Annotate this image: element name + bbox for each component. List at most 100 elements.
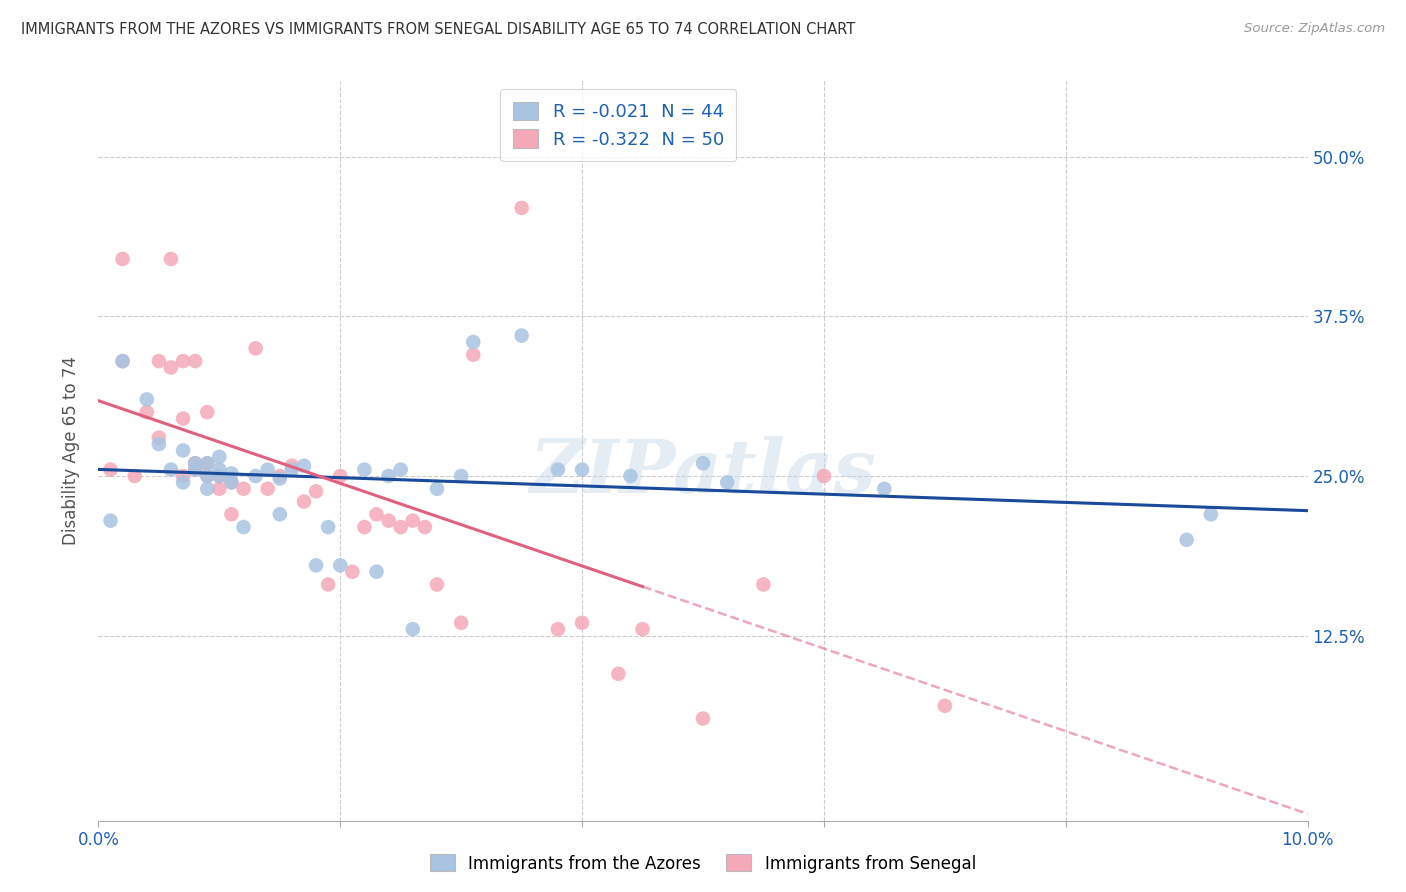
Point [195, 405, 218, 419]
Point [184, 456, 207, 470]
Point [463, 334, 485, 349]
Point [269, 508, 291, 522]
Point [934, 698, 956, 713]
Point [305, 558, 328, 573]
Point [353, 520, 375, 534]
Point [148, 431, 170, 445]
Point [208, 469, 231, 483]
Point [195, 456, 218, 470]
Point [316, 520, 339, 534]
Legend: Immigrants from the Azores, Immigrants from Senegal: Immigrants from the Azores, Immigrants f… [423, 847, 983, 880]
Point [148, 437, 170, 451]
Point [631, 622, 654, 636]
Point [172, 443, 194, 458]
Point [463, 348, 485, 362]
Point [172, 475, 194, 490]
Point [160, 252, 183, 266]
Point [292, 494, 315, 508]
Point [607, 666, 630, 681]
Y-axis label: Disability Age 65 to 74: Disability Age 65 to 74 [62, 356, 80, 545]
Point [873, 482, 896, 496]
Point [619, 469, 641, 483]
Point [245, 342, 267, 356]
Legend: R = -0.021  N = 44, R = -0.322  N = 50: R = -0.021 N = 44, R = -0.322 N = 50 [501, 89, 737, 161]
Point [111, 354, 134, 368]
Point [281, 458, 304, 473]
Point [389, 520, 412, 534]
Point [208, 482, 231, 496]
Point [571, 615, 593, 630]
Point [813, 469, 835, 483]
Point [510, 328, 533, 343]
Text: IMMIGRANTS FROM THE AZORES VS IMMIGRANTS FROM SENEGAL DISABILITY AGE 65 TO 74 CO: IMMIGRANTS FROM THE AZORES VS IMMIGRANTS… [21, 22, 855, 37]
Text: Source: ZipAtlas.com: Source: ZipAtlas.com [1244, 22, 1385, 36]
Point [148, 354, 170, 368]
Point [329, 469, 352, 483]
Point [366, 565, 388, 579]
Point [184, 456, 207, 470]
Point [269, 471, 291, 485]
Point [571, 462, 593, 476]
Point [450, 469, 472, 483]
Point [172, 354, 194, 368]
Point [208, 462, 231, 476]
Point [195, 456, 218, 470]
Point [100, 462, 122, 476]
Point [547, 622, 569, 636]
Point [208, 469, 231, 483]
Point [135, 392, 157, 407]
Point [305, 484, 328, 499]
Point [160, 360, 183, 375]
Point [232, 520, 254, 534]
Point [269, 469, 291, 483]
Point [752, 577, 775, 591]
Point [111, 354, 134, 368]
Point [221, 475, 243, 490]
Point [510, 201, 533, 215]
Point [221, 475, 243, 490]
Point [172, 469, 194, 483]
Point [184, 462, 207, 476]
Point [377, 514, 399, 528]
Point [195, 469, 218, 483]
Point [135, 405, 157, 419]
Point [402, 622, 425, 636]
Point [124, 469, 146, 483]
Point [195, 482, 218, 496]
Point [389, 462, 412, 476]
Point [342, 565, 364, 579]
Point [353, 462, 375, 476]
Point [329, 558, 352, 573]
Point [281, 462, 304, 476]
Point [450, 615, 472, 630]
Point [195, 469, 218, 483]
Point [172, 411, 194, 425]
Point [221, 467, 243, 481]
Text: ZIPatlas: ZIPatlas [530, 436, 876, 509]
Point [426, 577, 449, 591]
Point [402, 514, 425, 528]
Point [256, 462, 278, 476]
Point [232, 482, 254, 496]
Point [1199, 508, 1222, 522]
Point [366, 508, 388, 522]
Point [221, 508, 243, 522]
Point [256, 482, 278, 496]
Point [547, 462, 569, 476]
Point [208, 450, 231, 464]
Point [716, 475, 738, 490]
Point [100, 514, 122, 528]
Point [692, 712, 714, 726]
Point [245, 469, 267, 483]
Point [111, 252, 134, 266]
Point [184, 354, 207, 368]
Point [377, 469, 399, 483]
Point [160, 462, 183, 476]
Point [413, 520, 436, 534]
Point [1175, 533, 1198, 547]
Point [692, 456, 714, 470]
Point [184, 462, 207, 476]
Point [292, 458, 315, 473]
Point [426, 482, 449, 496]
Point [316, 577, 339, 591]
